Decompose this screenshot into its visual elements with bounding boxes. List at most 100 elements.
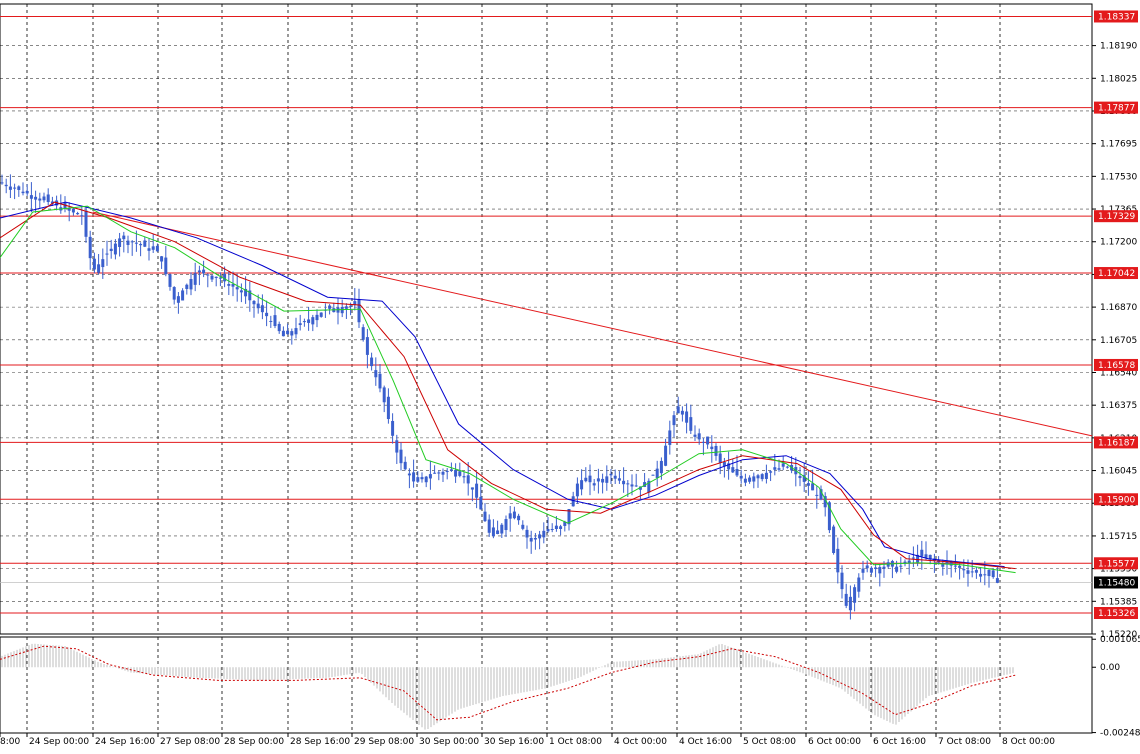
candle-body bbox=[638, 486, 642, 490]
candle-body bbox=[357, 299, 361, 323]
candle-body bbox=[466, 475, 470, 484]
time-tick-label: 28 Sep 16:00 bbox=[290, 737, 350, 747]
candle-body bbox=[500, 524, 504, 534]
time-tick-label: 30 Sep 16:00 bbox=[484, 737, 544, 747]
candle-body bbox=[895, 566, 899, 572]
candle-body bbox=[391, 420, 395, 436]
candle-body bbox=[731, 467, 735, 473]
candle-body bbox=[588, 475, 592, 483]
candle-body bbox=[71, 208, 75, 213]
candle-body bbox=[739, 475, 743, 479]
price-tick-label: 1.17200 bbox=[1100, 238, 1137, 248]
candle-body bbox=[596, 478, 600, 482]
time-tick-label: 1 Oct 08:00 bbox=[549, 737, 602, 747]
candle-body bbox=[903, 561, 907, 564]
time-axis[interactable]: 8:00 24 Sep 00:00 24 Sep 16:00 27 Sep 08:00… bbox=[0, 733, 1055, 747]
candle-body bbox=[147, 248, 151, 251]
candle-body bbox=[781, 463, 785, 467]
candle-body bbox=[983, 574, 987, 576]
candle-body bbox=[487, 519, 491, 533]
candle-body bbox=[458, 471, 462, 476]
candle-body bbox=[206, 274, 210, 276]
candle-body bbox=[966, 570, 970, 574]
price-tick-label: 1.16045 bbox=[1100, 467, 1137, 477]
candle-body bbox=[714, 445, 718, 456]
price-tick-label: 1.15385 bbox=[1100, 597, 1137, 607]
candle-body bbox=[668, 430, 672, 445]
candle-body bbox=[630, 484, 634, 487]
candle-body bbox=[605, 476, 609, 483]
candle-body bbox=[386, 396, 390, 420]
candle-body bbox=[139, 244, 143, 246]
current-price-tag bbox=[1094, 576, 1138, 589]
candle-body bbox=[29, 195, 33, 199]
current-price-label: 1.15480 bbox=[1098, 578, 1135, 588]
candle-body bbox=[916, 554, 920, 563]
candle-body bbox=[239, 290, 243, 293]
candle-body bbox=[374, 370, 378, 378]
candle-body bbox=[874, 567, 878, 570]
candle-body bbox=[647, 480, 651, 493]
trendline-line[interactable] bbox=[92, 211, 1093, 437]
candle-body bbox=[743, 478, 747, 483]
candle-body bbox=[970, 571, 974, 573]
candle-body bbox=[722, 462, 726, 467]
level-price-label: 1.17329 bbox=[1098, 212, 1135, 222]
candle-body bbox=[118, 238, 122, 247]
candle-body bbox=[924, 554, 928, 558]
candle-body bbox=[143, 240, 147, 247]
candle-body bbox=[701, 441, 705, 443]
candle-body bbox=[529, 537, 533, 542]
candle-body bbox=[176, 296, 180, 303]
candle-body bbox=[235, 287, 239, 290]
candle-body bbox=[319, 312, 323, 317]
candle-body bbox=[735, 468, 739, 476]
candle-body bbox=[995, 578, 999, 583]
candle-body bbox=[617, 478, 621, 481]
candle-body bbox=[101, 259, 105, 268]
candle-body bbox=[760, 474, 764, 480]
price-tick-label: 1.16375 bbox=[1100, 401, 1137, 411]
candle-body bbox=[953, 565, 957, 567]
candle-body bbox=[659, 460, 663, 474]
moving-averages bbox=[0, 201, 1016, 574]
price-axis[interactable]: 1.181901.180251.178601.176951.175301.173… bbox=[1092, 10, 1140, 739]
horizontal-levels[interactable] bbox=[0, 15, 1092, 614]
candle-body bbox=[836, 548, 840, 573]
candle-body bbox=[160, 256, 164, 262]
price-tick-label: 1.16870 bbox=[1100, 303, 1137, 313]
candle-body bbox=[706, 436, 710, 445]
candle-body bbox=[328, 305, 332, 309]
candle-body bbox=[193, 273, 197, 285]
macd-tick-label: 0.00 bbox=[1100, 663, 1120, 673]
trendline[interactable] bbox=[92, 211, 1093, 437]
candle-body bbox=[987, 569, 991, 577]
price-tick-label: 1.17365 bbox=[1100, 205, 1137, 215]
candle-body bbox=[479, 496, 483, 510]
candle-body bbox=[664, 445, 668, 466]
candle-body bbox=[433, 472, 437, 474]
candle-body bbox=[84, 210, 88, 237]
price-tick-label: 1.18025 bbox=[1100, 74, 1137, 84]
candle-body bbox=[428, 474, 432, 479]
candle-body bbox=[785, 466, 789, 468]
time-tick-label: 6 Oct 00:00 bbox=[808, 737, 861, 747]
candle-body bbox=[302, 321, 306, 323]
candle-body bbox=[979, 573, 983, 577]
ma-mid-line bbox=[0, 201, 1016, 570]
candle-body bbox=[802, 475, 806, 482]
candle-body bbox=[512, 511, 516, 519]
vertical-gridlines bbox=[26, 4, 1001, 733]
candle-body bbox=[105, 253, 109, 255]
candle-body bbox=[689, 417, 693, 431]
candle-body bbox=[17, 186, 21, 190]
candle-body bbox=[609, 473, 613, 476]
candle-body bbox=[941, 563, 945, 567]
candle-body bbox=[290, 331, 294, 336]
candle-body bbox=[651, 474, 655, 476]
candle-body bbox=[113, 243, 117, 255]
candle-body bbox=[798, 476, 802, 479]
candle-body bbox=[655, 468, 659, 478]
price-tick-label: 1.17530 bbox=[1100, 172, 1137, 182]
